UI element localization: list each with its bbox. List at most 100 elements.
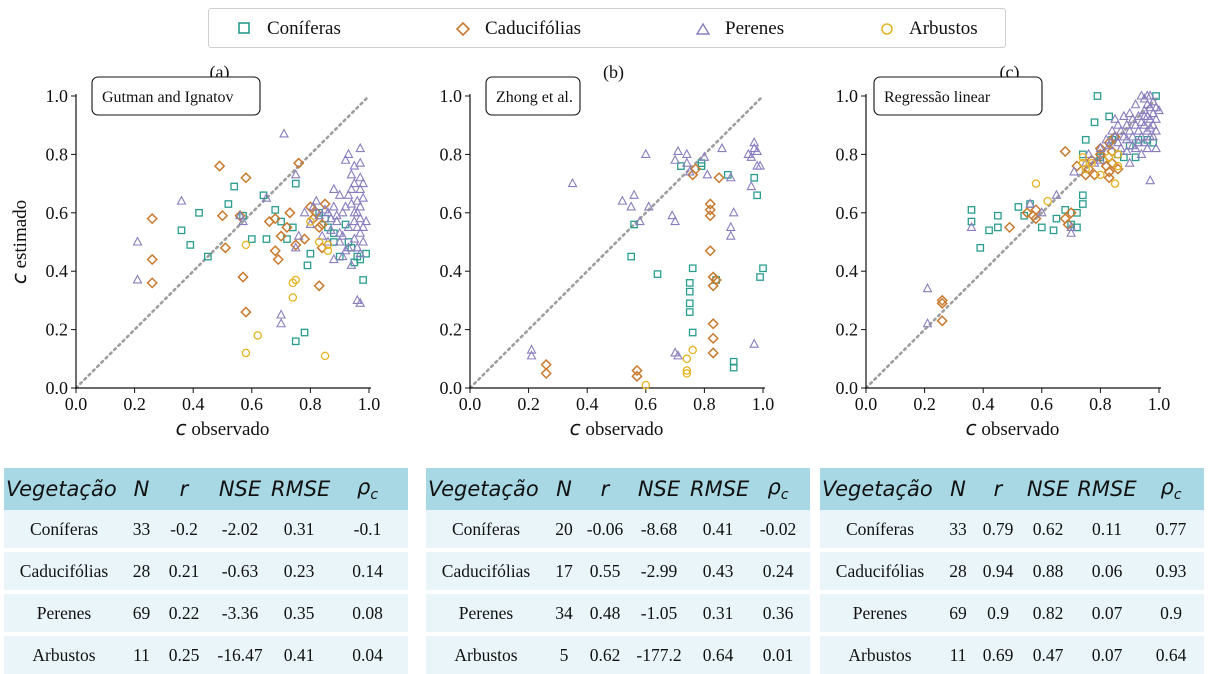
annotation-box (873, 76, 1043, 116)
table-cell: 0.31 (690, 590, 746, 634)
point-square (186, 241, 195, 249)
point-triangle (276, 318, 287, 328)
point-square (994, 211, 1002, 220)
table-cell: 0.88 (1020, 548, 1076, 592)
y-tick-label: 0.4 (46, 261, 69, 281)
point-diamond (707, 347, 719, 359)
point-diamond (704, 204, 716, 216)
point-triangle (1051, 189, 1062, 199)
table-cell: 69 (940, 590, 976, 634)
point-square (976, 243, 985, 252)
point-diamond (936, 315, 948, 327)
point-triangle (238, 215, 248, 226)
point-triangle (667, 210, 678, 220)
point-square (1093, 92, 1102, 100)
identity-line (468, 94, 765, 390)
legend-label: Arbustos (909, 18, 978, 39)
point-diamond (710, 274, 722, 286)
header-r: r (976, 468, 1020, 510)
point-triangle (1130, 142, 1141, 153)
point-diamond (713, 172, 725, 184)
point-triangle (358, 236, 369, 246)
point-square (195, 208, 203, 217)
point-square (230, 182, 239, 191)
point-diamond (540, 367, 552, 380)
point-triangle (346, 183, 357, 193)
point-triangle (725, 221, 736, 231)
table-row: Caducifólias 17 0.55 -2.99 0.43 0.24 (426, 548, 810, 592)
point-triangle (358, 192, 369, 202)
table-cell: 0.07 (1076, 632, 1138, 674)
point-diamond (240, 306, 252, 318)
point-diamond (631, 364, 643, 377)
y-tick-label: 0.8 (46, 144, 69, 164)
point-triangle (235, 210, 245, 220)
table-row: Coníferas 20 -0.06 -8.68 0.41 -0.02 (426, 510, 810, 550)
point-diamond (304, 201, 317, 213)
header-rho-c: ρc (327, 468, 408, 510)
point-square (729, 363, 738, 372)
point-triangle (1101, 134, 1112, 144)
y-tick-label: 1.0 (46, 86, 69, 106)
point-triangle (1130, 99, 1141, 109)
point-triangle (358, 177, 369, 188)
table-cell: -3.36 (209, 590, 271, 634)
table-cell: -0.2 (159, 510, 209, 550)
y-tick-label: 0.6 (440, 203, 463, 223)
x-tick-label: 0.0 (855, 394, 878, 414)
table-row: Perenes 69 0.22 -3.36 0.35 0.08 (4, 590, 408, 634)
point-circle (1096, 170, 1105, 180)
table-cell: 0.64 (690, 632, 746, 674)
table-cell: 0.9 (1138, 590, 1204, 634)
x-tick-label: 0.6 (635, 394, 658, 414)
point-diamond (707, 332, 719, 345)
header-nse: NSE (209, 468, 271, 510)
x-tick-label: 0.0 (65, 394, 88, 414)
point-diamond (1003, 221, 1016, 234)
point-triangle (337, 230, 348, 240)
legend-label: Caducifólias (485, 18, 582, 39)
table-cell: 33 (940, 510, 976, 550)
point-triangle (355, 201, 366, 211)
point-triangle (725, 230, 736, 240)
point-triangle (132, 274, 143, 284)
point-triangle (355, 227, 366, 237)
point-triangle (1148, 96, 1159, 106)
point-diamond (293, 157, 305, 169)
point-square (1014, 203, 1023, 211)
point-diamond (319, 198, 331, 210)
point-triangle (1110, 131, 1120, 141)
table-row: Coníferas 33 -0.2 -2.02 0.31 -0.1 (4, 510, 408, 550)
table-cell: 0.55 (582, 548, 628, 592)
point-circle (1113, 161, 1123, 171)
point-diamond (272, 253, 284, 266)
point-square (756, 273, 764, 281)
point-square (291, 179, 300, 188)
point-square (303, 261, 312, 270)
point-circle (1113, 150, 1123, 159)
header-nse: NSE (1020, 468, 1076, 510)
point-triangle (311, 195, 322, 205)
point-triangle (349, 207, 360, 217)
point-square (750, 173, 759, 182)
table-cell: 0.9 (976, 590, 1020, 634)
table-cell: -16.47 (209, 632, 271, 674)
point-triangle (355, 212, 366, 223)
table-cell: Perenes (820, 590, 940, 634)
header-r: r (159, 468, 209, 510)
table-cell: 28 (940, 548, 976, 592)
point-triangle (1113, 119, 1123, 129)
point-triangle (567, 177, 578, 188)
point-triangle (1133, 110, 1144, 120)
point-triangle (346, 169, 357, 179)
table-cell: Arbustos (4, 632, 124, 674)
point-square (688, 328, 697, 337)
table-cell: 0.08 (327, 590, 408, 634)
annotation-label: Gutman and Ignatov (102, 89, 234, 106)
point-square (753, 191, 761, 200)
header-rmse: RMSE (271, 468, 330, 510)
point-square (359, 276, 367, 284)
point-triangle (1145, 175, 1156, 185)
point-triangle (1095, 154, 1106, 164)
point-triangle (922, 283, 933, 293)
